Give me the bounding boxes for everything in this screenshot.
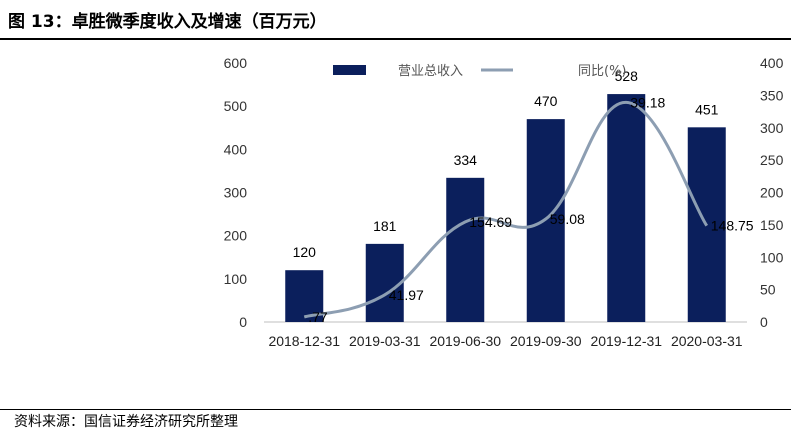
figure-source: 资料来源：国信证券经济研究所整理 bbox=[14, 414, 238, 430]
y-left-tick-label: 600 bbox=[224, 55, 248, 71]
y-axis-right: 0 50 100 150 200 250 300 350 400 bbox=[760, 55, 784, 330]
line-value-label: 41.97 bbox=[389, 287, 424, 303]
x-tick-label: 2019-12-31 bbox=[590, 333, 662, 349]
y-left-tick-label: 200 bbox=[224, 228, 248, 244]
legend: 营业总收入 同比(%) bbox=[333, 64, 627, 79]
y-right-tick-label: 0 bbox=[760, 314, 768, 330]
y-right-tick-label: 200 bbox=[760, 185, 784, 201]
bar-value-label: 470 bbox=[534, 93, 558, 109]
legend-swatch-revenue bbox=[333, 65, 366, 75]
bar-value-label: 334 bbox=[454, 152, 478, 168]
legend-label-yoy: 同比(%) bbox=[578, 64, 627, 79]
figure-title: 图 13：卓胜微季度收入及增速（百万元） bbox=[8, 12, 327, 32]
line-series-yoy bbox=[303, 100, 709, 319]
x-tick-label: 2019-03-31 bbox=[349, 333, 421, 349]
x-tick-label: 2019-09-30 bbox=[510, 333, 582, 349]
y-left-tick-label: 300 bbox=[224, 185, 248, 201]
bar-value-label: 528 bbox=[615, 68, 639, 84]
legend-label-revenue: 营业总收入 bbox=[398, 64, 463, 79]
y-left-tick-label: 0 bbox=[239, 314, 247, 330]
title-bar: 图 13：卓胜微季度收入及增速（百万元） bbox=[0, 0, 791, 40]
bar-value-label: 120 bbox=[293, 244, 317, 260]
line-data-labels: .77 41.97 154.69 59.08 39.18 148.75 bbox=[308, 94, 754, 325]
chart: 0 100 200 300 400 500 600 0 50 100 150 200 250 300 35… bbox=[224, 55, 784, 349]
line-value-label: 59.08 bbox=[550, 211, 585, 227]
line-value-label: .77 bbox=[308, 309, 328, 325]
x-tick-label: 2020-03-31 bbox=[671, 333, 743, 349]
line-value-label: 154.69 bbox=[469, 214, 512, 230]
y-axis-left: 0 100 200 300 400 500 600 bbox=[224, 55, 248, 330]
y-left-tick-label: 500 bbox=[224, 98, 248, 114]
y-left-tick-label: 400 bbox=[224, 141, 248, 157]
y-right-tick-label: 150 bbox=[760, 217, 784, 233]
bar-value-label: 181 bbox=[373, 218, 397, 234]
x-tick-label: 2018-12-31 bbox=[268, 333, 340, 349]
y-right-tick-label: 350 bbox=[760, 87, 784, 103]
y-right-tick-label: 300 bbox=[760, 120, 784, 136]
y-left-tick-label: 100 bbox=[224, 271, 248, 287]
x-axis: 2018-12-31 2019-03-31 2019-06-30 2019-09-30… bbox=[268, 333, 742, 349]
bar-series bbox=[285, 94, 726, 323]
bar bbox=[365, 243, 404, 322]
y-right-tick-label: 50 bbox=[760, 282, 776, 298]
bar-data-labels: 120 181 334 470 528 451 bbox=[293, 68, 719, 260]
line-value-label: 148.75 bbox=[711, 218, 754, 234]
line-value-label: 39.18 bbox=[630, 94, 665, 110]
y-right-tick-label: 100 bbox=[760, 249, 784, 265]
source-divider bbox=[0, 409, 791, 410]
bar bbox=[607, 94, 646, 322]
bar bbox=[446, 177, 485, 322]
x-tick-label: 2019-06-30 bbox=[429, 333, 501, 349]
bar-value-label: 451 bbox=[695, 101, 719, 117]
y-right-tick-label: 250 bbox=[760, 152, 784, 168]
y-right-tick-label: 400 bbox=[760, 55, 784, 71]
